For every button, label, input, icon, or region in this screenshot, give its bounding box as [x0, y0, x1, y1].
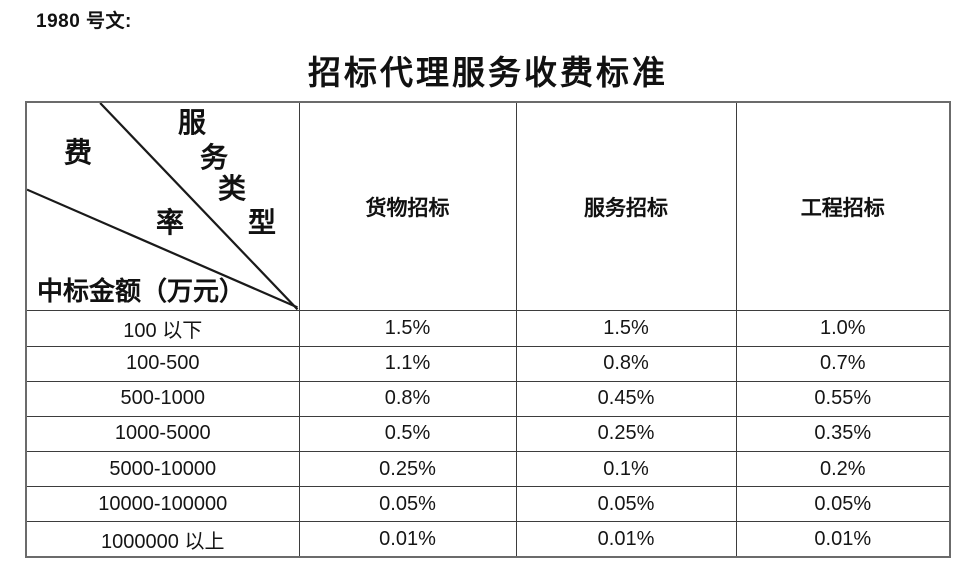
goods-rate-cell: 0.5%	[298, 415, 517, 452]
table-row: 1000-5000 0.5% 0.25% 0.35%	[25, 415, 951, 452]
amount-axis-label: 中标金额（万元）	[37, 277, 246, 306]
column-header-service: 服务招标	[515, 101, 737, 312]
goods-rate-cell: 1.5%	[298, 310, 517, 347]
service-rate-cell: 0.1%	[515, 450, 737, 488]
goods-rate-cell: 0.25%	[298, 450, 517, 488]
service-rate-cell: 0.8%	[515, 345, 737, 382]
service-rate-cell: 0.25%	[515, 415, 737, 452]
service-type-char-1: 服	[178, 108, 207, 139]
amount-cell: 10000-100000	[25, 486, 300, 523]
goods-rate-cell: 0.01%	[298, 521, 517, 558]
engineering-rate-cell: 0.7%	[735, 345, 951, 382]
service-rate-cell: 0.05%	[515, 486, 737, 523]
service-rate-cell: 0.45%	[515, 380, 737, 417]
service-type-char-4: 型	[248, 208, 277, 239]
service-rate-cell: 0.01%	[515, 521, 737, 558]
column-header-goods: 货物招标	[298, 101, 517, 312]
amount-cell: 1000-5000	[25, 415, 300, 452]
fee-table: 费 率 服 务 类 型 中标金额（万元） 货物招标 服务招标 工程招标 100 …	[25, 101, 951, 558]
amount-cell: 5000-10000	[25, 450, 300, 488]
diagonal-lines	[27, 103, 298, 310]
table-row: 500-1000 0.8% 0.45% 0.55%	[25, 380, 951, 417]
table-row: 10000-100000 0.05% 0.05% 0.05%	[25, 486, 951, 523]
engineering-rate-cell: 0.55%	[735, 380, 951, 417]
table-header-row: 费 率 服 务 类 型 中标金额（万元） 货物招标 服务招标 工程招标	[25, 101, 951, 312]
goods-rate-cell: 1.1%	[298, 345, 517, 382]
table-row: 100-500 1.1% 0.8% 0.7%	[25, 345, 951, 382]
column-header-engineering: 工程招标	[735, 101, 951, 312]
goods-rate-cell: 0.8%	[298, 380, 517, 417]
amount-cell: 1000000 以上	[25, 521, 300, 558]
goods-rate-cell: 0.05%	[298, 486, 517, 523]
amount-cell: 500-1000	[25, 380, 300, 417]
page-title: 招标代理服务收费标准	[308, 56, 668, 92]
diagonal-header-cell: 费 率 服 务 类 型 中标金额（万元）	[25, 101, 300, 312]
service-rate-cell: 1.5%	[515, 310, 737, 347]
table-row: 100 以下 1.5% 1.5% 1.0%	[25, 310, 951, 347]
engineering-rate-cell: 0.01%	[735, 521, 951, 558]
engineering-rate-cell: 0.2%	[735, 450, 951, 488]
table-row: 1000000 以上 0.01% 0.01% 0.01%	[25, 521, 951, 558]
fee-rate-char-2: 率	[156, 208, 185, 239]
doc-reference: 1980 号文:	[36, 11, 132, 32]
engineering-rate-cell: 0.35%	[735, 415, 951, 452]
service-type-char-2: 务	[200, 143, 229, 174]
engineering-rate-cell: 0.05%	[735, 486, 951, 523]
amount-cell: 100 以下	[25, 310, 300, 347]
engineering-rate-cell: 1.0%	[735, 310, 951, 347]
fee-rate-char-1: 费	[64, 138, 93, 169]
service-type-char-3: 类	[218, 174, 247, 205]
amount-cell: 100-500	[25, 345, 300, 382]
table-row: 5000-10000 0.25% 0.1% 0.2%	[25, 450, 951, 488]
